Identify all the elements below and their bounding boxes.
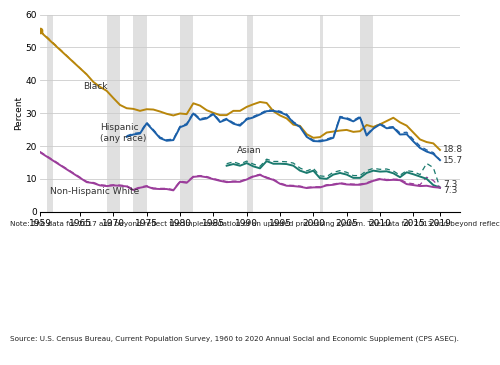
Text: Note: The data for 2017 and beyond reflect the implementation of an updated proc: Note: The data for 2017 and beyond refle…	[10, 221, 500, 227]
Bar	[46, 15, 54, 212]
Text: 7.3: 7.3	[444, 180, 458, 189]
Text: Hispanic
(any race): Hispanic (any race)	[100, 123, 146, 143]
Bar	[320, 15, 324, 212]
Y-axis label: Percent: Percent	[14, 96, 23, 130]
Bar	[246, 15, 254, 212]
Text: 7.3: 7.3	[444, 186, 458, 195]
Text: 18.8: 18.8	[444, 145, 464, 154]
Bar	[134, 15, 146, 212]
Text: Asian: Asian	[236, 146, 262, 155]
Text: Source: U.S. Census Bureau, Current Population Survey, 1960 to 2020 Annual Socia: Source: U.S. Census Bureau, Current Popu…	[10, 336, 459, 342]
Text: Non-Hispanic White: Non-Hispanic White	[50, 187, 139, 196]
Text: Black: Black	[84, 81, 108, 91]
Bar	[180, 15, 194, 212]
Text: 15.7: 15.7	[444, 155, 464, 165]
Bar	[360, 15, 374, 212]
Bar	[106, 15, 120, 212]
